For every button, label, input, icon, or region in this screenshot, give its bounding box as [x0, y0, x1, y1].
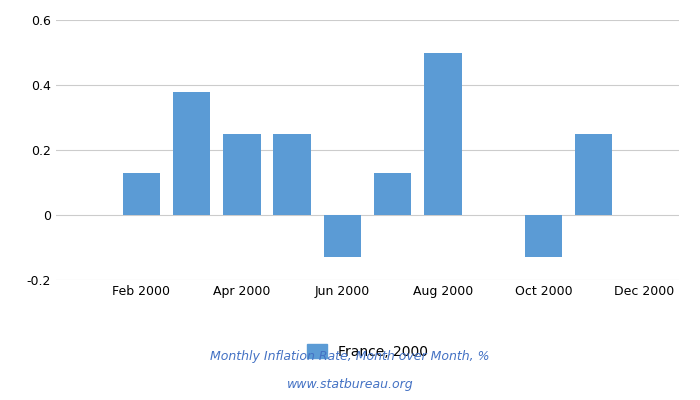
- Bar: [524, 215, 562, 257]
- Text: Monthly Inflation Rate, Month over Month, %: Monthly Inflation Rate, Month over Month…: [210, 350, 490, 363]
- Bar: [273, 134, 311, 215]
- Bar: [173, 92, 211, 215]
- Bar: [424, 52, 462, 215]
- Bar: [223, 134, 260, 215]
- Bar: [575, 134, 612, 215]
- Bar: [374, 173, 412, 215]
- Legend: France, 2000: France, 2000: [307, 344, 428, 359]
- Bar: [122, 173, 160, 215]
- Text: www.statbureau.org: www.statbureau.org: [287, 378, 413, 391]
- Bar: [323, 215, 361, 257]
